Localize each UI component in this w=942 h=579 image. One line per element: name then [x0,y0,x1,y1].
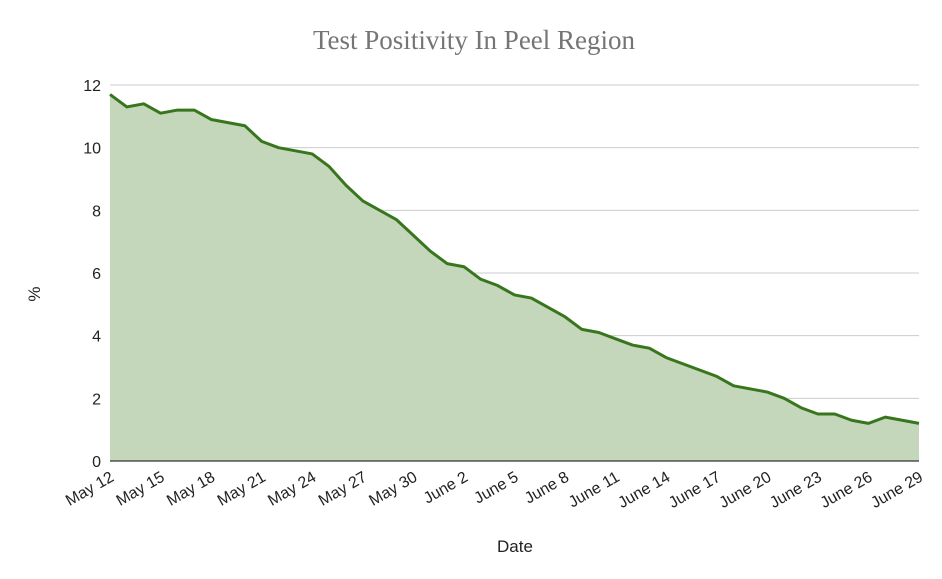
x-tick-label: June 8 [522,469,572,508]
series-line [109,93,920,425]
data-point [427,248,433,254]
y-tick-label: 4 [92,329,101,346]
data-point [798,405,804,411]
data-point [276,145,282,151]
data-point [512,292,518,298]
x-tick-label: May 30 [366,469,420,510]
data-point [646,345,652,351]
data-point [174,107,180,113]
data-point [124,104,130,110]
data-point [832,411,838,417]
data-point [141,101,147,107]
data-point [225,120,231,126]
x-tick-label: May 27 [316,469,370,510]
x-tick-label: May 15 [114,469,168,510]
x-tick-label: May 24 [265,469,319,510]
data-point [764,389,770,395]
data-point [882,414,888,420]
data-point [377,207,383,213]
plot-area [107,91,922,462]
data-point [292,148,298,154]
data-point [495,283,501,289]
data-point [326,163,332,169]
data-point [613,336,619,342]
data-point [410,232,416,238]
x-tick-label: June 29 [868,469,926,512]
data-point [731,383,737,389]
data-point [629,342,635,348]
data-point [242,123,248,129]
data-point [916,420,922,426]
x-tick-label: June 17 [666,469,724,512]
x-tick-label: May 21 [215,469,269,510]
y-axis-ticks: 0 2 4 6 8 10 12 [83,78,101,471]
data-point [714,373,720,379]
x-tick-label: May 18 [164,469,218,510]
data-point [849,417,855,423]
data-point [815,411,821,417]
data-point [747,386,753,392]
data-point [444,261,450,267]
data-point [158,110,164,116]
data-point [191,107,197,113]
data-point [680,361,686,367]
data-point [208,116,214,122]
data-point [697,367,703,373]
data-point [343,182,349,188]
y-tick-label: 2 [92,391,101,408]
series-area-fill [110,94,919,462]
chart-title: Test Positivity In Peel Region [313,25,636,55]
data-point [478,276,484,282]
y-tick-label: 12 [83,78,101,95]
data-point [107,91,113,97]
data-point [579,326,585,332]
data-point [360,198,366,204]
y-axis-label: % [25,286,44,301]
x-axis-label: Date [497,537,533,556]
y-tick-label: 8 [92,203,101,220]
data-point [528,295,534,301]
x-tick-label: May 12 [63,469,117,510]
y-tick-label: 0 [92,454,101,471]
x-tick-label: June 14 [615,469,673,512]
data-point [781,395,787,401]
data-point [259,138,265,144]
x-tick-label: June 23 [767,469,825,512]
y-tick-label: 6 [92,266,101,283]
data-point [663,355,669,361]
x-tick-label: June 26 [818,469,876,512]
data-point [394,217,400,223]
x-tick-label: June 5 [471,469,521,508]
data-point [309,151,315,157]
x-tick-label: June 20 [717,469,775,512]
data-point [545,304,551,310]
data-point [899,417,905,423]
data-point [865,420,871,426]
x-tick-label: June 2 [421,469,471,508]
data-point [562,314,568,320]
data-point [596,330,602,336]
x-tick-label: June 11 [566,469,623,512]
y-tick-label: 10 [83,141,101,158]
data-point [461,264,467,270]
